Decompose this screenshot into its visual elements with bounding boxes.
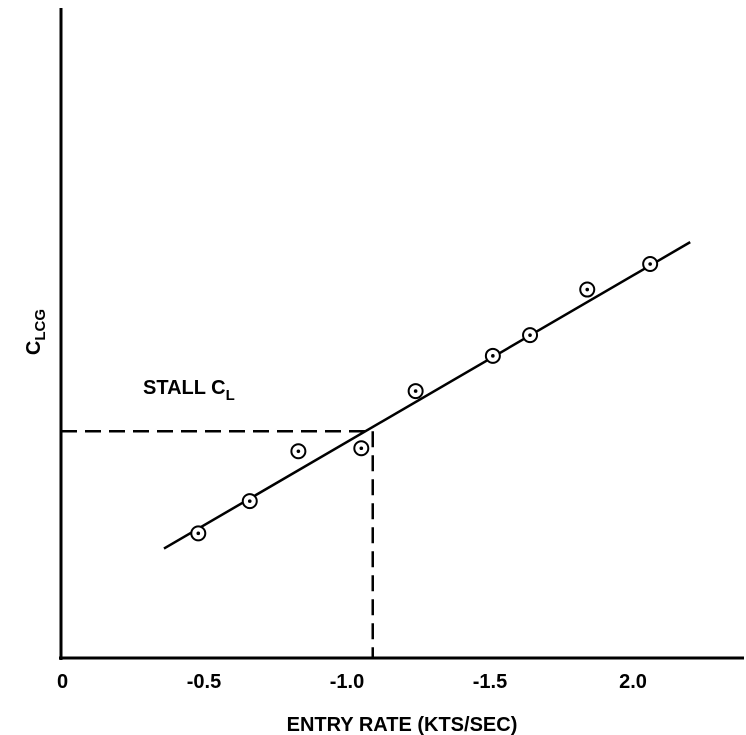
data-point-center (648, 262, 652, 266)
data-point-center (413, 389, 418, 393)
data-point-center (491, 354, 495, 358)
data-points (190, 256, 659, 542)
stall-guide (61, 429, 374, 658)
stall-cl-label-sub: L (226, 387, 235, 404)
x-tick-label: 0 (57, 671, 68, 693)
data-point-center (585, 287, 590, 292)
x-tick-label: -0.5 (187, 671, 221, 693)
data-point (241, 493, 258, 510)
y-axis-title-sub: LCG (32, 309, 49, 341)
x-tick-labels: 0 -0.5 -1.0 -1.5 2.0 (57, 671, 647, 693)
y-axis-title: CLCG (23, 309, 49, 355)
plot-area: 0 -0.5 -1.0 -1.5 2.0 (57, 8, 744, 693)
data-point (407, 383, 424, 400)
data-point-center (359, 446, 364, 451)
data-point-center (247, 499, 252, 503)
data-point (290, 443, 307, 460)
x-tick-label: -1.0 (330, 671, 364, 693)
x-tick-label: 2.0 (619, 671, 647, 693)
data-point (484, 347, 501, 364)
data-point (642, 256, 659, 273)
data-point (190, 525, 207, 542)
x-tick-label: -1.5 (473, 671, 507, 693)
data-point (579, 281, 596, 298)
x-axis-title: ENTRY RATE (KTS/SEC) (287, 714, 518, 735)
y-axis-title-base: C (23, 341, 45, 355)
data-point (353, 440, 370, 457)
stall-cl-label: STALL CL (143, 377, 235, 404)
data-point (522, 327, 539, 344)
data-point-center (296, 449, 301, 454)
stall-cl-label-base: STALL C (143, 377, 226, 399)
data-point-center (528, 333, 532, 337)
data-point-center (196, 531, 201, 536)
